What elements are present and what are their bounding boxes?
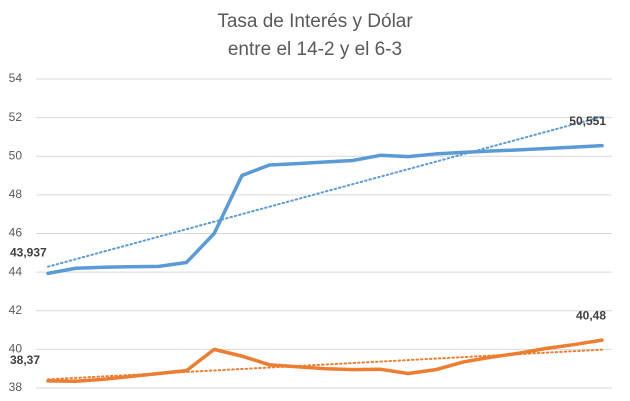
trendline <box>47 115 603 268</box>
chart-title: Tasa de Interés y Dólar <box>217 11 413 32</box>
y-tick-label: 38 <box>9 380 23 394</box>
y-tick-label: 50 <box>9 148 23 162</box>
data-label: 38,37 <box>10 353 40 367</box>
y-tick-label: 48 <box>9 187 23 201</box>
y-tick-label: 40 <box>9 342 23 356</box>
data-label: 50,551 <box>569 114 606 128</box>
y-tick-label: 52 <box>9 110 23 124</box>
chart-subtitle: entre el 14-2 y el 6-3 <box>228 39 402 60</box>
y-tick-label: 42 <box>9 303 23 317</box>
y-tick-label: 46 <box>9 226 23 240</box>
series-line <box>46 338 604 383</box>
y-tick-label: 54 <box>9 71 23 85</box>
data-label: 40,48 <box>576 308 606 322</box>
y-tick-label: 44 <box>9 264 23 278</box>
data-label: 43,937 <box>10 246 47 260</box>
series-line <box>46 143 604 276</box>
